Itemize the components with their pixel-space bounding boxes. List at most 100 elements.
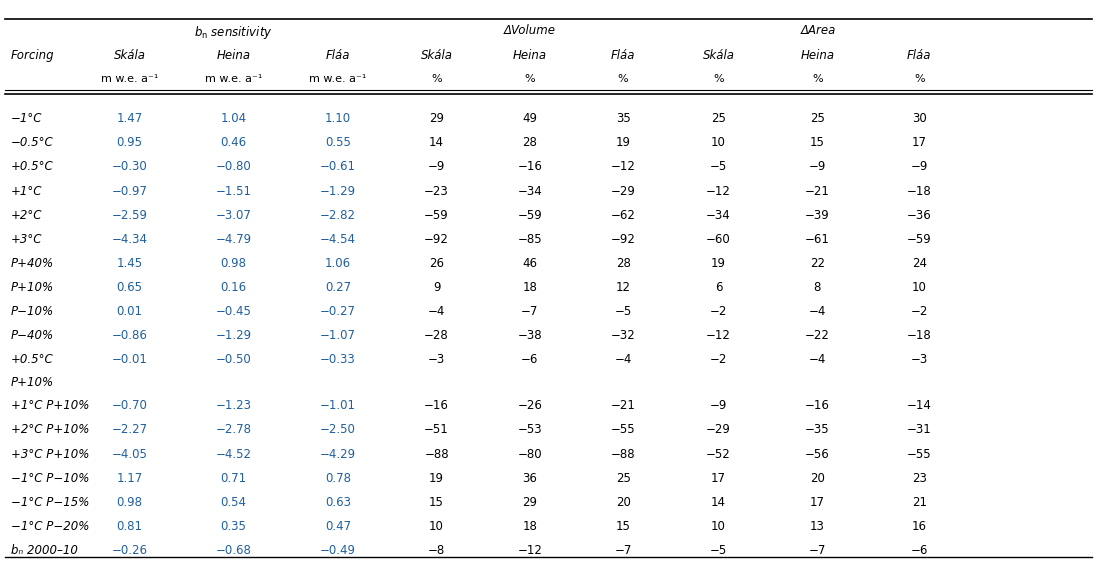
Text: −85: −85	[518, 233, 542, 246]
Text: 18: 18	[522, 281, 538, 294]
Text: −7: −7	[808, 544, 826, 557]
Text: −2: −2	[710, 353, 727, 366]
Text: P−10%: P−10%	[11, 305, 54, 318]
Text: −0.5°C: −0.5°C	[11, 136, 54, 149]
Text: +2°C: +2°C	[11, 209, 43, 222]
Text: −1.01: −1.01	[320, 399, 355, 412]
Text: −4: −4	[808, 305, 826, 318]
Text: −1.23: −1.23	[216, 399, 251, 412]
Text: −12: −12	[706, 185, 731, 197]
Text: −4: −4	[428, 305, 445, 318]
Text: ΔVolume: ΔVolume	[504, 24, 556, 37]
Text: 21: 21	[912, 496, 927, 509]
Text: %: %	[914, 74, 925, 84]
Text: 0.71: 0.71	[220, 472, 247, 485]
Text: %: %	[618, 74, 629, 84]
Text: m w.e. a⁻¹: m w.e. a⁻¹	[205, 74, 262, 84]
Text: −0.27: −0.27	[320, 305, 355, 318]
Text: 14: 14	[711, 496, 726, 509]
Text: 17: 17	[711, 472, 726, 485]
Text: −16: −16	[805, 399, 829, 412]
Text: %: %	[812, 74, 823, 84]
Text: Skála: Skála	[113, 49, 146, 62]
Text: 10: 10	[711, 520, 726, 533]
Text: 20: 20	[615, 496, 631, 509]
Text: P+40%: P+40%	[11, 257, 54, 270]
Text: −5: −5	[614, 305, 632, 318]
Text: 0.78: 0.78	[325, 472, 351, 485]
Text: −9: −9	[428, 160, 445, 173]
Text: −18: −18	[907, 185, 931, 197]
Text: 1.06: 1.06	[325, 257, 351, 270]
Text: −4.54: −4.54	[320, 233, 355, 246]
Text: −12: −12	[518, 544, 542, 557]
Text: −4.34: −4.34	[112, 233, 147, 246]
Text: −6: −6	[911, 544, 928, 557]
Text: 17: 17	[810, 496, 825, 509]
Text: −0.97: −0.97	[112, 185, 147, 197]
Text: −0.33: −0.33	[320, 353, 355, 366]
Text: %: %	[524, 74, 535, 84]
Text: 13: 13	[810, 520, 825, 533]
Text: 15: 15	[810, 136, 825, 149]
Text: Heina: Heina	[512, 49, 547, 62]
Text: −52: −52	[706, 448, 731, 461]
Text: 0.54: 0.54	[220, 496, 247, 509]
Text: −0.50: −0.50	[216, 353, 251, 366]
Text: 0.55: 0.55	[325, 136, 351, 149]
Text: 6: 6	[715, 281, 722, 294]
Text: 28: 28	[522, 136, 538, 149]
Text: +1°C: +1°C	[11, 185, 43, 197]
Text: −2.27: −2.27	[112, 424, 147, 436]
Text: −5: −5	[710, 160, 727, 173]
Text: 25: 25	[810, 112, 825, 125]
Text: 0.95: 0.95	[116, 136, 143, 149]
Text: −1°C: −1°C	[11, 112, 43, 125]
Text: −2.50: −2.50	[320, 424, 355, 436]
Text: −23: −23	[425, 185, 449, 197]
Text: −0.01: −0.01	[112, 353, 147, 366]
Text: −1.51: −1.51	[216, 185, 251, 197]
Text: −2: −2	[710, 305, 727, 318]
Text: 0.16: 0.16	[220, 281, 247, 294]
Text: −29: −29	[611, 185, 635, 197]
Text: −9: −9	[710, 399, 727, 412]
Text: m w.e. a⁻¹: m w.e. a⁻¹	[101, 74, 158, 84]
Text: −35: −35	[805, 424, 829, 436]
Text: −34: −34	[518, 185, 542, 197]
Text: 36: 36	[522, 472, 538, 485]
Text: Fláa: Fláa	[326, 49, 350, 62]
Text: 0.47: 0.47	[325, 520, 351, 533]
Text: 25: 25	[615, 472, 631, 485]
Text: −0.68: −0.68	[216, 544, 251, 557]
Text: −80: −80	[518, 448, 542, 461]
Text: −88: −88	[611, 448, 635, 461]
Text: −22: −22	[805, 329, 829, 342]
Text: −51: −51	[425, 424, 449, 436]
Text: 22: 22	[810, 257, 825, 270]
Text: 17: 17	[912, 136, 927, 149]
Text: 19: 19	[615, 136, 631, 149]
Text: −7: −7	[614, 544, 632, 557]
Text: −34: −34	[706, 209, 731, 222]
Text: 0.98: 0.98	[220, 257, 247, 270]
Text: −55: −55	[907, 448, 931, 461]
Text: 16: 16	[912, 520, 927, 533]
Text: −59: −59	[425, 209, 449, 222]
Text: 0.65: 0.65	[116, 281, 143, 294]
Text: 28: 28	[615, 257, 631, 270]
Text: 0.81: 0.81	[116, 520, 143, 533]
Text: 1.04: 1.04	[220, 112, 247, 125]
Text: −0.61: −0.61	[320, 160, 355, 173]
Text: −1°C P−15%: −1°C P−15%	[11, 496, 89, 509]
Text: −32: −32	[611, 329, 635, 342]
Text: 0.27: 0.27	[325, 281, 351, 294]
Text: −29: −29	[706, 424, 731, 436]
Text: 18: 18	[522, 520, 538, 533]
Text: −59: −59	[518, 209, 542, 222]
Text: −26: −26	[518, 399, 542, 412]
Text: −0.49: −0.49	[320, 544, 355, 557]
Text: 0.01: 0.01	[116, 305, 143, 318]
Text: −2.82: −2.82	[320, 209, 355, 222]
Text: −53: −53	[518, 424, 542, 436]
